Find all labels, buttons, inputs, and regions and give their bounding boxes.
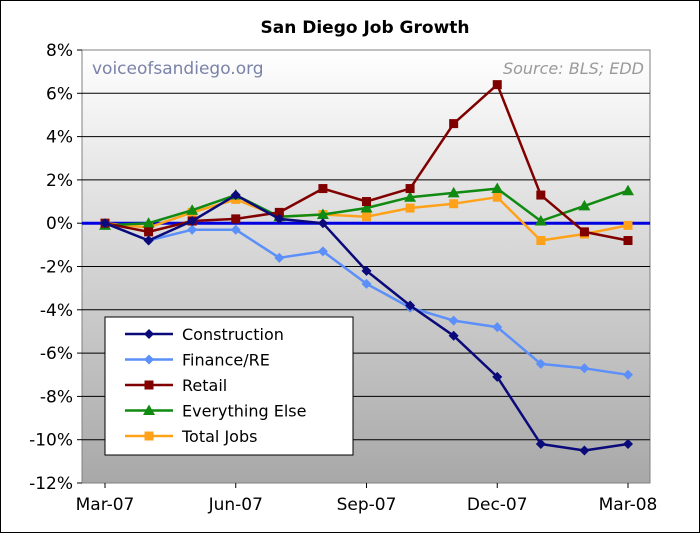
y-tick-label: -12% [29, 474, 73, 494]
everything-else-point [534, 215, 547, 226]
finance-re-point [317, 246, 328, 257]
y-tick-label: 6% [46, 84, 73, 104]
retail-point [536, 190, 546, 200]
finance-re-point [623, 369, 633, 380]
legend-label: Everything Else [182, 402, 306, 421]
total-jobs-point [449, 199, 459, 209]
total-jobs-point [492, 192, 502, 202]
everything-else-point [491, 182, 504, 194]
everything-else-point [186, 204, 199, 215]
finance-re-point [492, 322, 503, 333]
construction-point [361, 265, 372, 276]
total-jobs-point [536, 236, 546, 246]
retail-point [144, 227, 154, 237]
y-tick-label: -8% [40, 387, 73, 407]
legend-swatch-marker [144, 431, 154, 441]
everything-else-point [404, 191, 417, 202]
legend-swatch-marker [144, 329, 154, 339]
legend-swatch-marker [144, 354, 154, 365]
everything-else-point [447, 186, 460, 198]
y-tick-label: -4% [40, 301, 73, 321]
watermark-text: voiceofsandiego.org [92, 59, 264, 79]
retail-point [449, 119, 459, 129]
y-tick-label: -2% [40, 258, 73, 278]
construction-point [274, 213, 285, 224]
total-jobs-point [623, 220, 633, 230]
everything-else-point [142, 217, 155, 228]
finance-re-point [579, 363, 590, 374]
x-tick-label: Mar-08 [599, 495, 658, 515]
legend-label: Total Jobs [181, 427, 257, 446]
construction-point [579, 445, 590, 456]
legend-label: Finance/RE [182, 351, 270, 370]
retail-point [492, 80, 502, 90]
retail-point [274, 207, 284, 217]
everything-else-point [316, 208, 329, 220]
total-jobs-point [362, 212, 371, 222]
total-jobs-point [405, 203, 415, 213]
x-tick-label: Dec-07 [467, 495, 528, 515]
y-tick-label: 4% [46, 128, 73, 148]
finance-re-point [274, 252, 285, 263]
legend-entry-finance-re: Finance/RE [125, 351, 270, 370]
legend-label: Retail [182, 376, 227, 395]
retail-point [623, 236, 633, 246]
retail-point [405, 184, 415, 194]
legend-entry-everything-else: Everything Else [125, 402, 306, 421]
retail-point [231, 214, 241, 224]
finance-re-point [361, 278, 372, 289]
y-axis-tick-labels: 8% 6% 4% 2% 0% -2% -4% -6% -8% -10% -12% [29, 41, 73, 494]
construction-point [492, 371, 503, 382]
legend-entry-retail: Retail [125, 376, 227, 395]
legend: Construction Finance/RE Retail Everything E… [104, 316, 354, 456]
legend-swatch-marker [144, 380, 154, 390]
legend-label: Construction [182, 325, 284, 344]
legend-entry-construction: Construction [125, 325, 284, 344]
construction-point [623, 439, 633, 450]
construction-point [448, 330, 459, 341]
source-note: Source: BLS; EDD [503, 59, 644, 78]
everything-else-point [578, 199, 591, 211]
construction-point [187, 216, 198, 227]
legend-entry-total-jobs: Total Jobs [125, 427, 257, 446]
retail-point [318, 184, 328, 194]
everything-else-point [622, 184, 634, 196]
y-tick-label: -10% [29, 431, 73, 451]
series-construction [100, 190, 633, 456]
finance-re-point [448, 315, 459, 326]
construction-point [317, 218, 328, 229]
finance-re-point [230, 224, 241, 235]
x-axis-tick-labels: Mar-07 Jun-07 Sep-07 Dec-07 Mar-08 [76, 483, 658, 515]
y-tick-label: 2% [46, 171, 73, 191]
legend-swatch-marker [143, 404, 155, 415]
x-tick-label: Sep-07 [337, 495, 397, 515]
construction-point [100, 218, 110, 229]
chart-title: San Diego Job Growth [260, 18, 469, 38]
y-tick-label: 8% [46, 41, 73, 61]
retail-point [579, 227, 589, 237]
x-tick-label: Mar-07 [76, 495, 135, 515]
everything-else-point [360, 202, 373, 213]
y-tick-label: 0% [46, 214, 73, 234]
construction-point [230, 190, 241, 201]
finance-re-point [535, 358, 546, 369]
construction-point [535, 439, 546, 450]
construction-point [143, 235, 154, 246]
y-tick-label: -6% [40, 344, 73, 364]
construction-point [405, 300, 416, 311]
series-layer [99, 80, 634, 456]
finance-re-point [187, 224, 198, 235]
retail-point [362, 197, 371, 207]
x-tick-label: Jun-07 [208, 495, 263, 515]
